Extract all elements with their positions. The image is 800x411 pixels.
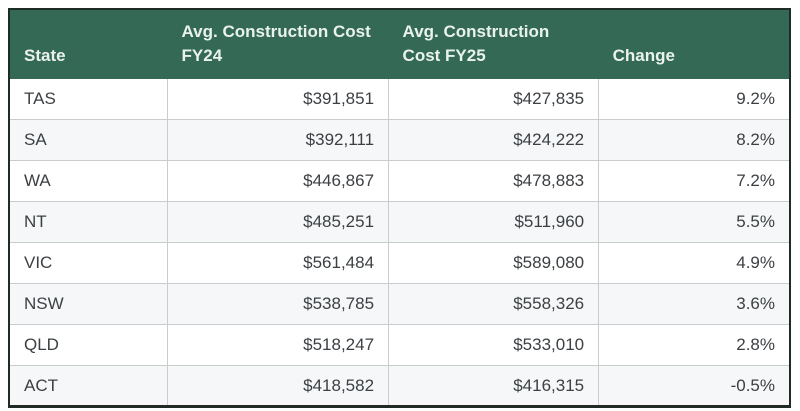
- state-cell: NT: [9, 201, 169, 244]
- table-row: SA $392,111 $424,222 8.2%: [9, 119, 790, 162]
- table-row: NT $485,251 $511,960 5.5%: [9, 201, 790, 244]
- fy25-cell: $427,835: [388, 78, 600, 121]
- table-row: NSW $538,785 $558,326 3.6%: [9, 283, 790, 326]
- state-cell: QLD: [9, 324, 169, 367]
- fy25-cell: $558,326: [388, 283, 600, 326]
- state-cell: NSW: [9, 283, 169, 326]
- fy25-cell: $511,960: [388, 201, 600, 244]
- fy25-cell: $589,080: [388, 242, 600, 285]
- column-header-fy24: Avg. Construction Cost FY24: [167, 9, 389, 79]
- fy25-cell: $416,315: [388, 365, 600, 407]
- table-row: TAS $391,851 $427,835 9.2%: [9, 78, 790, 121]
- fy24-cell: $392,111: [167, 119, 390, 162]
- table-header-row: State Avg. Construction Cost FY24 Avg. C…: [9, 9, 790, 79]
- change-cell: 9.2%: [598, 78, 790, 121]
- change-cell: 2.8%: [598, 324, 790, 367]
- change-cell: 7.2%: [598, 160, 790, 203]
- fy25-cell: $533,010: [388, 324, 600, 367]
- state-cell: WA: [9, 160, 169, 203]
- fy24-cell: $418,582: [167, 365, 390, 407]
- table-row: WA $446,867 $478,883 7.2%: [9, 160, 790, 203]
- fy24-cell: $518,247: [167, 324, 390, 367]
- change-cell: -0.5%: [598, 365, 790, 407]
- fy25-cell: $424,222: [388, 119, 600, 162]
- change-cell: 5.5%: [598, 201, 790, 244]
- construction-cost-table: State Avg. Construction Cost FY24 Avg. C…: [8, 8, 791, 409]
- fy24-cell: $391,851: [167, 78, 390, 121]
- fy24-cell: $561,484: [167, 242, 390, 285]
- column-header-change: Change: [598, 9, 790, 79]
- table-row: VIC $561,484 $589,080 4.9%: [9, 242, 790, 285]
- change-cell: 4.9%: [598, 242, 790, 285]
- table-row: ACT $418,582 $416,315 -0.5%: [9, 365, 790, 407]
- column-header-state: State: [9, 9, 168, 79]
- fy24-cell: $485,251: [167, 201, 390, 244]
- table-row: QLD $518,247 $533,010 2.8%: [9, 324, 790, 367]
- construction-cost-table-container: State Avg. Construction Cost FY24 Avg. C…: [8, 8, 791, 409]
- change-cell: 3.6%: [598, 283, 790, 326]
- change-cell: 8.2%: [598, 119, 790, 162]
- state-cell: SA: [9, 119, 169, 162]
- state-cell: VIC: [9, 242, 169, 285]
- fy24-cell: $538,785: [167, 283, 390, 326]
- state-cell: ACT: [9, 365, 169, 407]
- state-cell: TAS: [9, 78, 169, 121]
- column-header-fy25: Avg. Construction Cost FY25: [388, 9, 599, 79]
- fy25-cell: $478,883: [388, 160, 600, 203]
- fy24-cell: $446,867: [167, 160, 390, 203]
